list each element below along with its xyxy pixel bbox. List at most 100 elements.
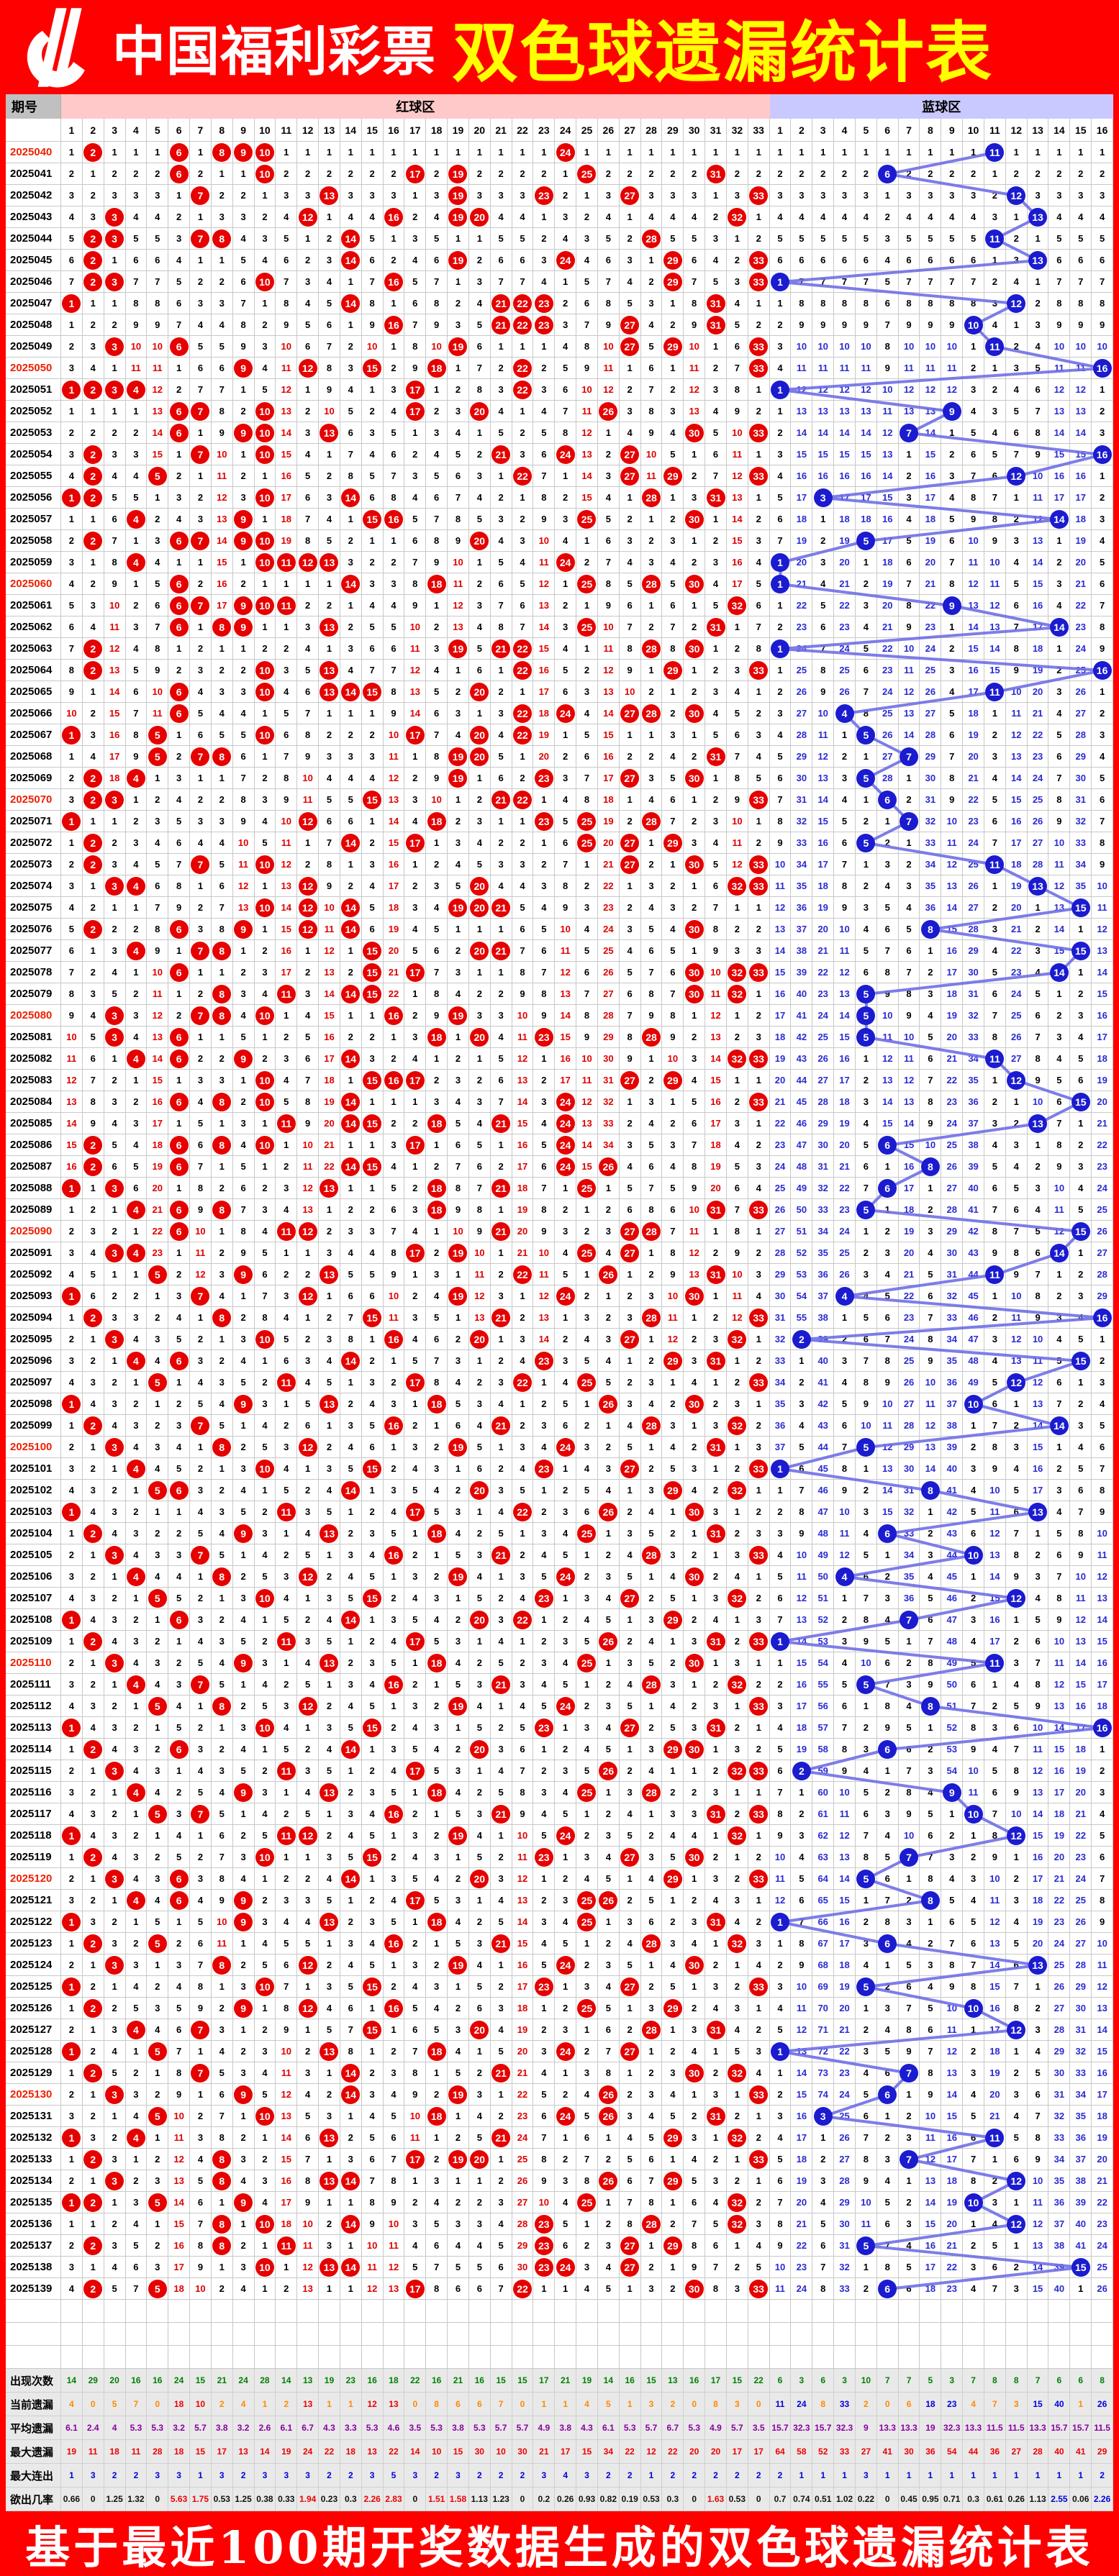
omission-value: 21 xyxy=(1097,1118,1107,1129)
omission-value: 2 xyxy=(326,470,332,481)
red-omission-cell: 4 xyxy=(662,1156,684,1178)
omission-value: 3 xyxy=(1099,427,1105,438)
blue-omission-cell: 6 xyxy=(1092,789,1113,811)
omission-value: 7 xyxy=(284,751,289,762)
red-omission-cell: 5 xyxy=(168,271,191,293)
red-omission-cell: 12 xyxy=(555,962,577,983)
omission-value: 13 xyxy=(237,902,249,913)
red-omission-cell: 2 xyxy=(705,789,727,811)
red-omission-cell: 1 xyxy=(168,444,191,465)
omission-value: 2 xyxy=(197,1053,204,1064)
omission-value: 8 xyxy=(541,988,547,999)
red-omission-cell: 17 xyxy=(512,1156,534,1178)
red-omission-cell: 15 xyxy=(383,832,405,854)
period-row: 2025048 1 2 2 9 9 7 4 4 8 2 9 5 6 1 9 16 7 9 3 5 21 22 23 3 7 9 27 4… xyxy=(6,314,1113,336)
red-omission-cell: 5 xyxy=(297,660,320,681)
omission-value: 6 xyxy=(369,924,375,934)
red-omission-cell: 2 xyxy=(340,163,362,185)
omission-value: 3 xyxy=(756,729,761,740)
blue-omission-cell: 13 xyxy=(812,768,835,789)
red-ball-cell: 3 xyxy=(104,1178,126,1199)
omission-value: 2 xyxy=(305,967,311,978)
omission-value: 4 xyxy=(734,1139,740,1150)
omission-value: 3 xyxy=(1099,729,1105,740)
red-ball-cell: 25 xyxy=(576,811,598,832)
red-ball-cell: 31 xyxy=(705,163,727,185)
omission-value: 9 xyxy=(240,816,246,827)
omission-value: 6 xyxy=(992,988,997,999)
omission-value: 1 xyxy=(90,298,96,309)
red-omission-cell: 6 xyxy=(726,336,748,358)
blue-omission-cell: 3 xyxy=(898,875,920,897)
red-col-header: 1 xyxy=(61,119,83,142)
red-ball: 33 xyxy=(749,962,769,982)
omission-value: 22 xyxy=(817,967,828,978)
red-omission-cell: 4 xyxy=(640,897,663,919)
omission-value: 2 xyxy=(756,233,761,244)
red-col-header: 30 xyxy=(684,119,706,142)
omission-value: 2 xyxy=(498,1161,504,1172)
omission-value: 4 xyxy=(90,363,96,373)
omission-value: 7 xyxy=(605,557,611,568)
omission-value: 8 xyxy=(369,298,375,309)
omission-value: 3 xyxy=(240,686,246,697)
blue-omission-cell: 11 xyxy=(920,358,942,379)
red-omission-cell: 12 xyxy=(512,1048,534,1070)
omission-value: 23 xyxy=(603,902,614,913)
omission-value: 2 xyxy=(520,168,525,179)
red-omission-cell: 4 xyxy=(705,401,727,422)
red-omission-cell: 14 xyxy=(576,1134,598,1156)
red-omission-cell: 4 xyxy=(383,401,405,422)
omission-value: 11 xyxy=(817,729,828,740)
omission-value: 15 xyxy=(839,1032,850,1042)
red-omission-cell: 6 xyxy=(426,487,448,509)
omission-value: 12 xyxy=(882,1053,893,1064)
omission-value: 2 xyxy=(197,276,204,287)
blue-omission-cell: 4 xyxy=(898,897,920,919)
omission-value: 2 xyxy=(305,600,311,611)
omission-value: 4 xyxy=(455,729,461,740)
blue-omission-cell: 14 xyxy=(876,465,899,487)
omission-value: 8 xyxy=(863,708,869,719)
omission-value: 4 xyxy=(369,880,375,891)
red-omission-cell: 11 xyxy=(147,358,169,379)
red-omission-cell: 2 xyxy=(383,250,405,271)
red-omission-cell: 1 xyxy=(383,228,405,250)
omission-value: 1 xyxy=(584,600,590,611)
omission-value: 4 xyxy=(1056,600,1062,611)
red-omission-cell: 1 xyxy=(340,1178,362,1199)
omission-value: 1 xyxy=(992,363,997,373)
red-omission-cell: 2 xyxy=(232,962,255,983)
blue-omission-cell: 10 xyxy=(1092,336,1113,358)
red-ball-cell: 6 xyxy=(168,163,191,185)
red-omission-cell: 4 xyxy=(748,746,770,768)
red-omission-cell: 4 xyxy=(232,1005,255,1027)
blue-ball-cell: 6 xyxy=(876,789,899,811)
omission-value: 5 xyxy=(863,643,869,654)
red-omission-cell: 3 xyxy=(168,487,191,509)
blue-ball: 14 xyxy=(1049,617,1069,637)
omission-value: 1 xyxy=(584,859,590,870)
blue-omission-cell: 2 xyxy=(1092,487,1113,509)
omission-value: 4 xyxy=(1013,557,1019,568)
blue-omission-cell: 11 xyxy=(1048,854,1071,875)
red-omission-cell: 7 xyxy=(168,314,191,336)
omission-value: 4 xyxy=(584,708,590,719)
omission-value: 1 xyxy=(648,147,654,158)
omission-value: 4 xyxy=(863,1118,869,1129)
omission-value: 4 xyxy=(412,816,418,827)
omission-value: 13 xyxy=(324,967,335,978)
omission-value: 6 xyxy=(112,1161,117,1172)
red-omission-cell: 2 xyxy=(319,163,340,185)
red-omission-cell: 12 xyxy=(232,875,255,897)
red-omission-cell: 7 xyxy=(211,897,233,919)
omission-value: 27 xyxy=(882,751,893,762)
red-omission-cell: 4 xyxy=(168,789,191,811)
blue-omission-cell: 27 xyxy=(1027,832,1049,854)
red-ball: 24 xyxy=(556,552,575,572)
red-omission-cell: 7 xyxy=(619,616,641,638)
period-label: 2025052 xyxy=(6,401,61,422)
omission-value: 8 xyxy=(455,1183,461,1193)
blue-ball-cell: 5 xyxy=(855,724,877,746)
omission-value: 18 xyxy=(1032,643,1043,654)
